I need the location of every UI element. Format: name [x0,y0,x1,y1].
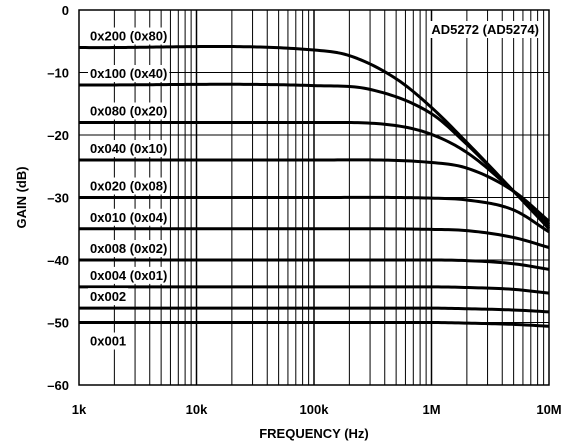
series-line [79,195,550,234]
x-tick-label: 10M [536,402,561,417]
legend-entry: AD5272 (AD5274) [431,22,539,37]
curve-label: 0x020 (0x08) [90,179,167,194]
curve-label: 0x200 (0x80) [90,29,167,44]
curve-label-bg [88,266,170,284]
curve-label: 0x008 (0x02) [90,241,167,256]
y-tick-label: 0 [62,3,69,18]
legend-bg [428,21,542,38]
y-tick-labels: 0 –10 –20 –30 –40 –50 –60 [47,3,69,393]
curve-label: 0x004 (0x01) [90,268,167,283]
curve-label-bg [88,208,170,226]
curve-label: 0x001 [90,334,126,349]
series-line [79,120,551,226]
x-tick-labels: 1k 10k 100k 1M 10M [72,402,562,417]
x-tick-label: 100k [300,402,330,417]
series-line [79,227,550,249]
y-tick-label: –30 [47,191,69,206]
curve-label-bg [88,177,170,195]
y-tick-label: –20 [47,128,69,143]
y-tick-label: –10 [47,66,69,81]
curve-label: 0x010 (0x04) [90,210,167,225]
curve-label-bg [88,65,170,82]
curve-label: 0x080 (0x20) [90,104,167,119]
curve-label-bg [88,288,129,306]
curve-label: 0x002 [90,289,126,304]
curve-label-bg [88,102,170,120]
series-curves [78,44,551,328]
y-tick-label: –50 [47,316,69,331]
x-tick-label: 1M [422,402,440,417]
curve-label-bg [88,140,170,157]
x-tick-label: 10k [186,402,208,417]
y-tick-label: –40 [47,253,69,268]
series-line [79,321,550,328]
curve-label-bg [88,332,129,350]
y-axis-title: GAIN (dB) [14,166,29,228]
curve-label-bg [88,240,170,257]
plot-frame [78,9,550,386]
y-tick-label: –60 [47,378,69,393]
series-line [79,285,550,295]
curve-label: 0x100 (0x40) [90,66,167,81]
series-line [79,306,550,314]
series-line [79,258,550,271]
curve-label: 0x040 (0x10) [90,141,167,156]
series-line [79,158,550,223]
x-tick-label: 1k [72,402,87,417]
x-axis-title: FREQUENCY (Hz) [259,426,369,441]
curve-label-bg [88,27,170,45]
curve-labels: 0x200 (0x80) 0x100 (0x40) 0x080 (0x20) 0x04… [88,27,170,350]
series-line [78,82,551,228]
